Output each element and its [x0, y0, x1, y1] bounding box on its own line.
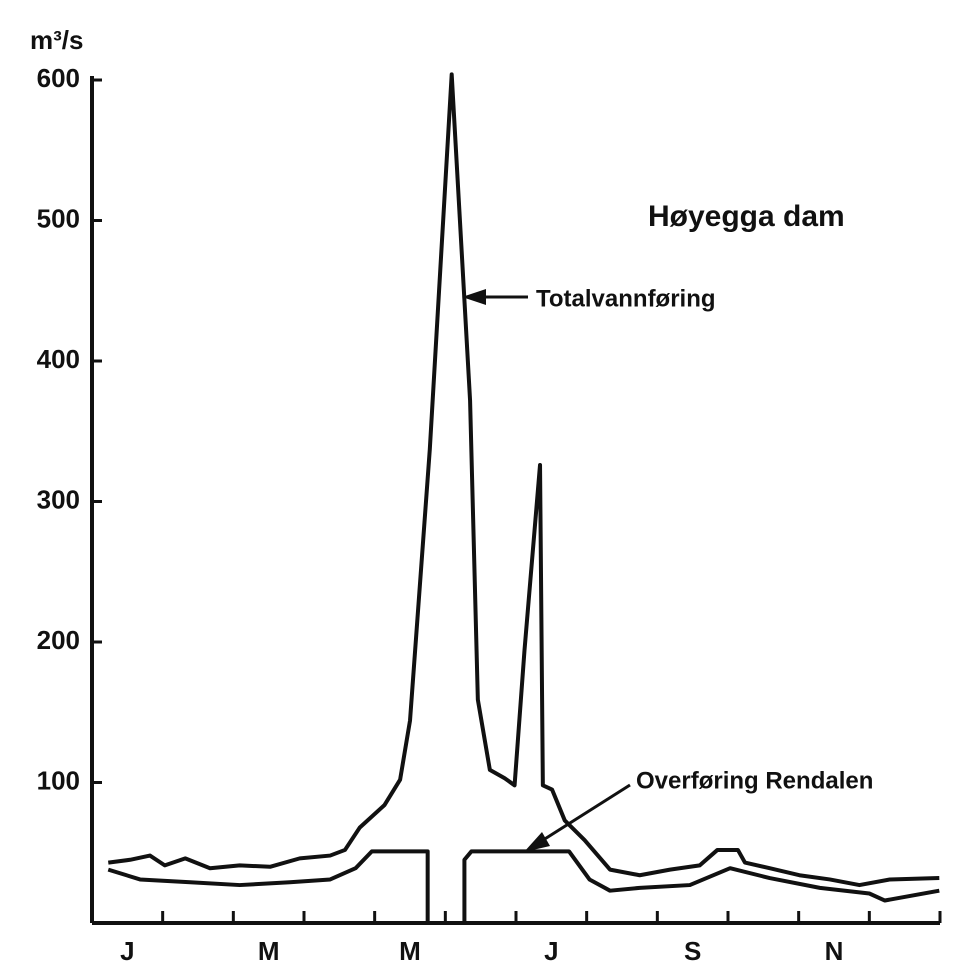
y-tick-label: 500: [37, 203, 80, 233]
y-tick-label: 300: [37, 484, 80, 514]
x-tick-label: N: [825, 936, 844, 966]
x-tick-label: M: [399, 936, 421, 966]
x-tick-label: S: [684, 936, 701, 966]
line-series: [107, 72, 940, 888]
y-tick-label: 600: [37, 63, 80, 93]
annotation: Totalvannføring: [536, 285, 716, 312]
arrow: [462, 289, 528, 305]
y-tick-label: 200: [37, 625, 80, 655]
x-tick-label: J: [120, 936, 134, 966]
x-tick-label: M: [258, 936, 280, 966]
y-tick-label: 400: [37, 344, 80, 374]
x-tick-label: J: [544, 936, 558, 966]
y-tick-label: 100: [37, 765, 80, 795]
line-series: [107, 849, 940, 925]
annotation: Overføring Rendalen: [636, 767, 873, 794]
chart-title: Høyegga dam: [648, 200, 845, 233]
arrow: [524, 783, 631, 852]
y-axis-label: m³/s: [30, 25, 83, 55]
